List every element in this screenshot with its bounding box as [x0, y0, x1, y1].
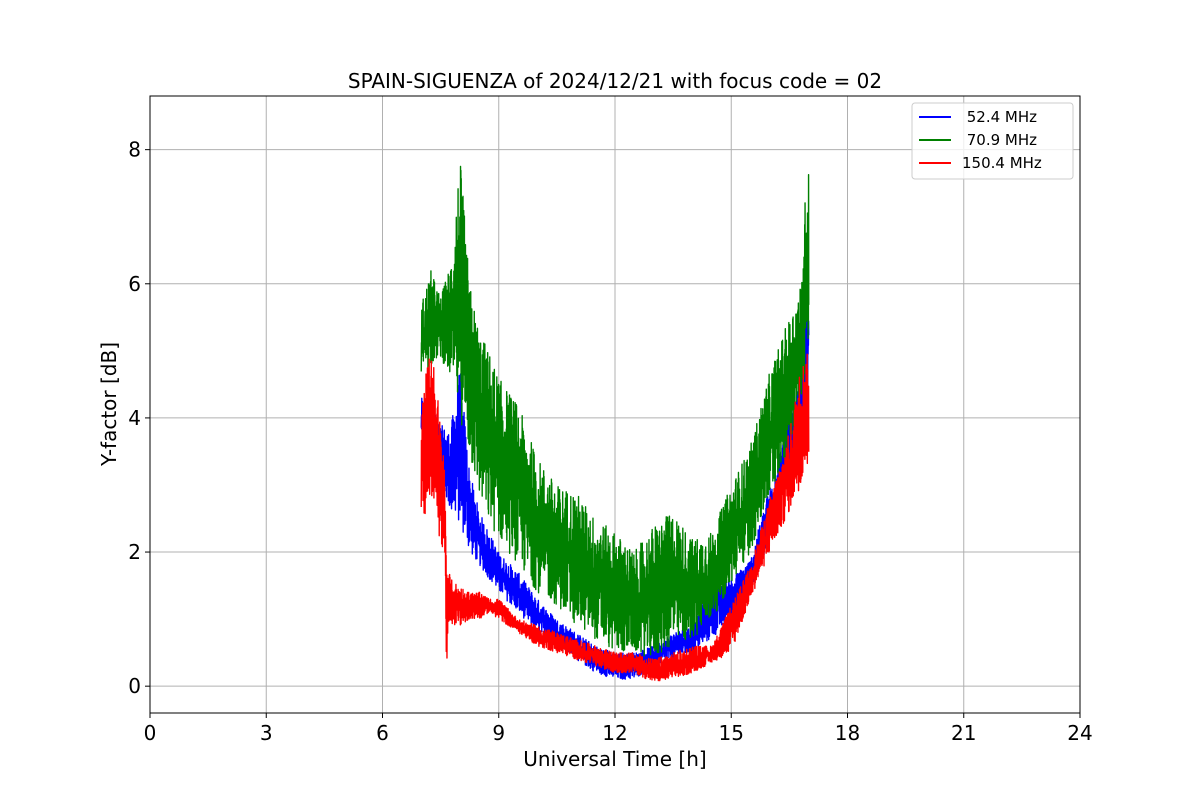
legend: 52.4 MHz 70.9 MHz 150.4 MHz: [911, 102, 1074, 180]
y-tick-label: 0: [128, 674, 141, 698]
legend-box: [911, 102, 1074, 180]
y-tick-label: 8: [128, 138, 141, 162]
y-axis-label: Y-factor [dB]: [97, 342, 121, 467]
x-tick-label: 9: [492, 721, 505, 745]
legend-label-2: 70.9 MHz: [962, 131, 1037, 149]
x-tick-label: 6: [376, 721, 389, 745]
data-layer: [420, 165, 810, 682]
x-axis-label: Universal Time [h]: [523, 747, 706, 771]
x-tick-label: 18: [835, 721, 860, 745]
series-line-3: [420, 353, 810, 682]
series-line-2: [420, 165, 810, 657]
x-tick-label: 0: [144, 721, 157, 745]
x-tick-label: 12: [602, 721, 627, 745]
legend-label-3: 150.4 MHz: [962, 154, 1042, 172]
series-line-1: [420, 300, 810, 680]
x-tick-label: 3: [260, 721, 273, 745]
legend-label-1: 52.4 MHz: [962, 108, 1037, 126]
x-tick-label: 15: [719, 721, 744, 745]
x-tick-label: 24: [1067, 721, 1092, 745]
y-tick-label: 6: [128, 272, 141, 296]
y-tick-label: 2: [128, 540, 141, 564]
chart-title: SPAIN-SIGUENZA of 2024/12/21 with focus …: [348, 69, 882, 93]
y-tick-label: 4: [128, 406, 141, 430]
x-tick-label: 21: [951, 721, 976, 745]
